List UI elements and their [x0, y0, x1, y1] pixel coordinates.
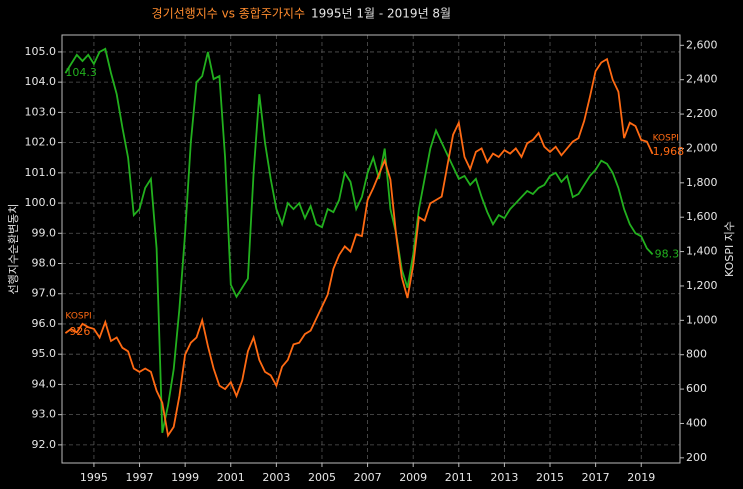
x-tick-label: 2003: [262, 471, 290, 484]
y2-tick-label: 400: [686, 416, 707, 429]
x-tick-label: 2005: [308, 471, 336, 484]
y-tick-label: 97.0: [32, 287, 57, 300]
x-tick-label: 2017: [582, 471, 610, 484]
x-tick-label: 2019: [627, 471, 655, 484]
x-tick-label: 2009: [399, 471, 427, 484]
annotation: 104.3: [65, 66, 97, 79]
y-tick-label: 92.0: [32, 438, 57, 451]
chart-subtitle: 1995년 1월 - 2019년 8월: [311, 7, 451, 21]
y-tick-label: 103.0: [25, 105, 57, 118]
annotation: 98.3: [655, 247, 680, 260]
y2-axis-label: KOSPI 지수: [723, 221, 736, 277]
y-tick-label: 96.0: [32, 317, 57, 330]
y2-tick-label: 1,600: [686, 210, 718, 223]
y2-tick-label: 200: [686, 451, 707, 464]
series-line: [64, 57, 654, 438]
annotation: 1,968: [653, 145, 685, 158]
y-tick-label: 102.0: [25, 136, 57, 149]
x-tick-label: 1997: [126, 471, 154, 484]
y2-tick-label: 1,000: [686, 313, 718, 326]
x-tick-label: 2015: [536, 471, 564, 484]
y-tick-label: 104.0: [25, 75, 57, 88]
y-axis-label: 선행지수순환변동치: [7, 203, 20, 294]
y2-tick-label: 600: [686, 382, 707, 395]
y-tick-label: 99.0: [32, 226, 57, 239]
plot-frame: [61, 34, 681, 464]
y2-tick-label: 2,200: [686, 107, 718, 120]
y-tick-label: 100.0: [25, 196, 57, 209]
annotation: 926: [69, 325, 90, 338]
x-tick-label: 2013: [490, 471, 518, 484]
x-tick-label: 1999: [171, 471, 199, 484]
y2-tick-label: 2,000: [686, 141, 718, 154]
chart-title: 경기선행지수 vs 종합주가지수: [152, 6, 305, 21]
y2-tick-label: 2,600: [686, 38, 718, 51]
x-tick-label: 2007: [354, 471, 382, 484]
y2-tick-label: 2,400: [686, 73, 718, 86]
y2-tick-label: 1,800: [686, 176, 718, 189]
y2-tick-label: 1,200: [686, 279, 718, 292]
x-tick-label: 2011: [445, 471, 473, 484]
y2-tick-label: 800: [686, 348, 707, 361]
annotation: KOSPI: [65, 312, 91, 322]
y-tick-label: 95.0: [32, 347, 57, 360]
y-tick-label: 101.0: [25, 166, 57, 179]
y2-tick-label: 1,400: [686, 245, 718, 258]
y-tick-label: 94.0: [32, 377, 57, 390]
annotation: KOSPI: [653, 133, 679, 143]
series-line: [64, 47, 654, 433]
y-tick-label: 98.0: [32, 257, 57, 270]
y-tick-label: 105.0: [25, 45, 57, 58]
x-tick-label: 1995: [80, 471, 108, 484]
x-tick-label: 2001: [217, 471, 245, 484]
y-tick-label: 93.0: [32, 408, 57, 421]
